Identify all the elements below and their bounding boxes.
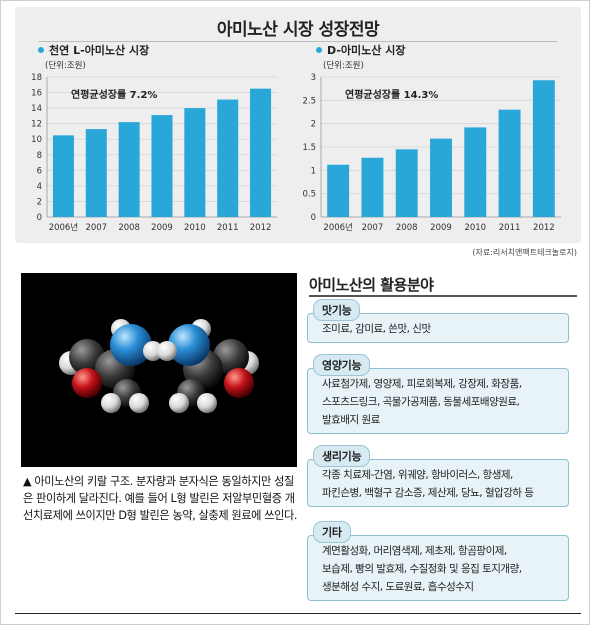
category-line: 파킨슨병, 백혈구 감소증, 제산제, 당뇨, 혈압강하 등 [322, 487, 534, 499]
photo-caption: ▲ 아미노산의 키랄 구조. 분자량과 분자식은 동일하지만 성질은 판이하게 … [23, 475, 298, 522]
category-line: 사료첨가제, 영양제, 피로회복제, 강장제, 화장품, [322, 378, 522, 390]
bar [250, 88, 272, 218]
bar [52, 135, 74, 217]
category-line: 보습제, 빵의 발효제, 수질정화 및 응집 토지개량, [322, 563, 522, 575]
y-tick-label: 1.5 [302, 143, 316, 153]
x-tick-label: 2012 [250, 223, 272, 233]
l-amino-acid-model [59, 319, 163, 413]
x-tick-label: 2011 [217, 223, 239, 233]
category-label: 기타 [313, 521, 351, 543]
y-tick-label: 4 [37, 182, 42, 192]
y-tick-label: 14 [31, 104, 42, 114]
y-tick-label: 2.5 [302, 96, 316, 106]
bar [395, 149, 418, 217]
x-tick-label: 2009 [151, 223, 173, 233]
y-tick-label: 2 [311, 120, 316, 130]
bar [217, 99, 239, 217]
y-tick-label: 8 [37, 151, 42, 161]
y-tick-label: 0 [311, 213, 316, 223]
category-line: 각종 치료제-간염, 위궤양, 항바이러스, 항생제, [322, 469, 513, 481]
category-line: 생분해성 수지, 도료원료, 흡수성수지 [322, 581, 474, 593]
x-tick-label: 2006년 [323, 222, 352, 233]
category-line: 조미료, 감미료, 쓴맛, 신맛 [322, 323, 431, 335]
bar [498, 109, 521, 217]
category-box: 사료첨가제, 영양제, 피로회복제, 강장제, 화장품, 스포츠드링크, 곡물가… [307, 368, 569, 434]
source-note: (자료:리서치앤팩트테크놀로지) [472, 248, 577, 257]
bar [85, 129, 107, 217]
y-tick-label: 12 [31, 120, 42, 130]
bar [361, 157, 384, 217]
x-tick-label: 2009 [430, 223, 452, 233]
x-tick-label: 2010 [464, 223, 486, 233]
bar [184, 108, 206, 217]
y-tick-label: 0 [37, 213, 42, 223]
bar [430, 138, 452, 217]
category-label: 영양기능 [313, 354, 371, 376]
bar [532, 80, 555, 218]
chart-panel: 아미노산 시장 성장전망 천연 L-아미노산 시장 (단위:조원) 0 2 4 6 8 10 1… [15, 7, 581, 243]
bar [118, 122, 140, 217]
y-tick-label: 10 [31, 135, 42, 145]
category-label: 생리기능 [313, 445, 371, 467]
y-tick-label: 0.5 [302, 190, 316, 200]
x-tick-label: 2010 [184, 223, 206, 233]
growth-annotation: 연평균성장률 14.3% [345, 88, 438, 101]
legend-dot [38, 47, 44, 53]
y-tick-label: 1 [311, 166, 316, 176]
x-tick-label: 2008 [118, 223, 140, 233]
category-label: 맛기능 [313, 299, 361, 321]
y-tick-label: 18 [31, 73, 42, 83]
y-tick-label: 3 [311, 73, 316, 83]
category-line: 발효배지 원료 [322, 414, 380, 426]
bottom-divider [15, 613, 581, 614]
d-amino-acid-model [157, 319, 259, 413]
legend-label: D-아미노산 시장 [327, 43, 405, 57]
legend-label: 천연 L-아미노산 시장 [49, 43, 149, 57]
title-divider [39, 41, 557, 42]
category-line: 계면활성화, 머리염색제, 제초제, 항곰팡이제, [322, 545, 507, 557]
bar [327, 164, 350, 217]
x-tick-label: 2008 [396, 223, 418, 233]
unit-label: (단위:조원) [323, 60, 364, 71]
unit-label: (단위:조원) [45, 60, 86, 71]
uses-title: 아미노산의 활용분야 [309, 276, 434, 294]
page-title: 아미노산 시장 성장전망 [216, 20, 380, 40]
legend-dot [316, 47, 322, 53]
uses-title-rule [309, 295, 577, 297]
y-tick-label: 6 [37, 166, 42, 176]
category-line: 스포츠드링크, 곡물가공제품, 동물세포배양원료, [322, 396, 520, 408]
x-tick-label: 2011 [499, 223, 521, 233]
category-box: 계면활성화, 머리염색제, 제초제, 항곰팡이제, 보습제, 빵의 발효제, 수… [307, 535, 569, 601]
y-tick-label: 2 [37, 197, 42, 207]
x-tick-label: 2012 [533, 223, 555, 233]
x-tick-label: 2007 [362, 223, 384, 233]
x-tick-label: 2006년 [49, 222, 78, 233]
bar [151, 115, 173, 217]
x-tick-label: 2007 [85, 223, 107, 233]
category-box: 각종 치료제-간염, 위궤양, 항바이러스, 항생제, 파킨슨병, 백혈구 감소… [307, 459, 569, 507]
y-tick-label: 16 [31, 89, 42, 99]
bar [464, 127, 487, 217]
growth-annotation: 연평균성장률 7.2% [71, 88, 157, 101]
molecule-photo [21, 273, 297, 467]
